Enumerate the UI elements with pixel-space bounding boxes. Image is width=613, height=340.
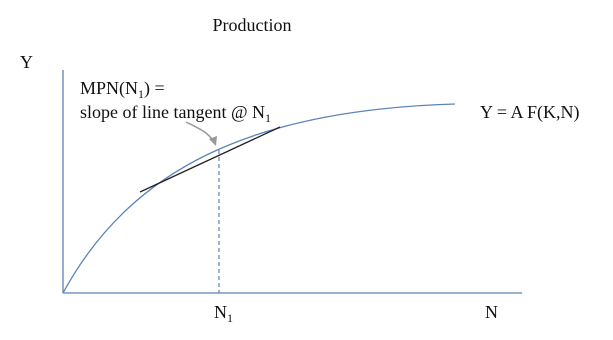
subscript: 1 xyxy=(265,111,271,125)
y-axis-label: Y xyxy=(20,52,33,72)
title: Production xyxy=(213,15,292,35)
subscript: 1 xyxy=(227,311,233,325)
subscript: 1 xyxy=(138,87,144,101)
text: slope of line tangent @ N xyxy=(80,102,265,122)
curve-label: Y = A F(K,N) xyxy=(480,102,580,123)
production-curve xyxy=(62,103,456,294)
x-axis-label: N xyxy=(485,302,498,322)
annotation-line2: slope of line tangent @ N1 xyxy=(80,102,271,125)
text: MPN(N xyxy=(80,78,138,99)
text: ) = xyxy=(144,78,165,99)
text: N xyxy=(214,302,227,322)
arrow-head xyxy=(209,136,217,146)
x-marker-label: N1 xyxy=(214,302,233,325)
annotation-line1: MPN(N1) = xyxy=(80,78,165,101)
tangent-line xyxy=(139,126,281,193)
